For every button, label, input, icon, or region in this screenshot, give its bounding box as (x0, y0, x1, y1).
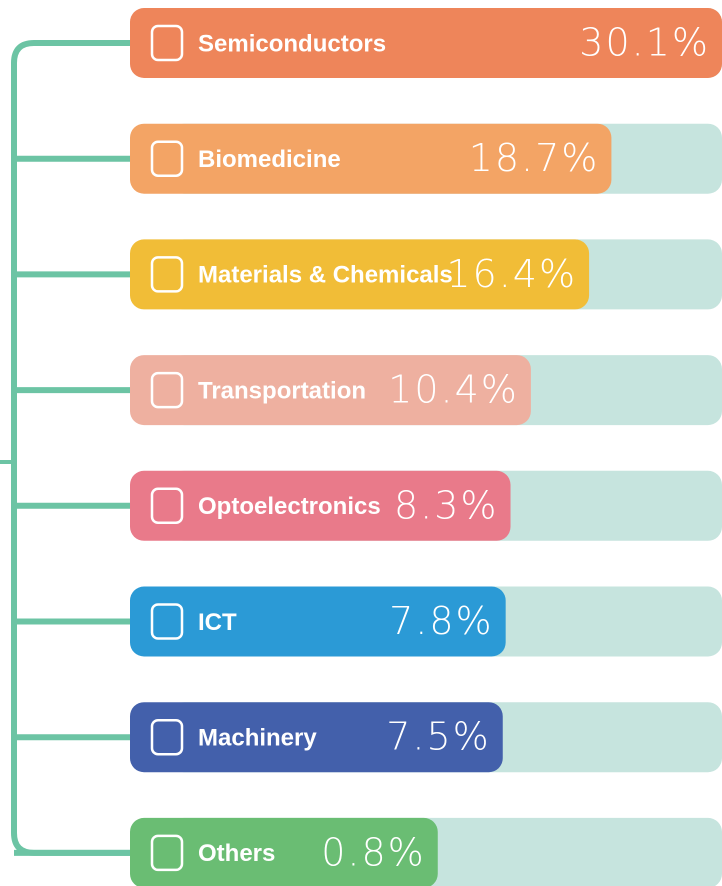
icon (150, 24, 184, 62)
icon (150, 718, 184, 756)
icon (150, 834, 184, 872)
value-label: 10.4% (388, 368, 519, 412)
category-label: Materials & Chemicals (198, 262, 453, 289)
value-label: 7.5% (386, 715, 491, 759)
category-label: Machinery (198, 725, 317, 752)
category-label: Biomedicine (198, 146, 341, 173)
bar (130, 355, 531, 426)
value-label: 8.3% (394, 483, 499, 527)
connector (11, 40, 130, 856)
value-label: 16.4% (446, 252, 577, 296)
value-label: 0.8% (321, 830, 426, 874)
bar (130, 8, 722, 78)
value-label: 7.8% (389, 599, 494, 643)
category-label: Transportation (198, 377, 366, 404)
icon (150, 487, 184, 525)
value-label: 30.1% (579, 21, 710, 65)
category-label: Others (198, 840, 275, 867)
bar (130, 470, 511, 541)
bar (130, 817, 438, 886)
bar (130, 123, 612, 194)
icon (150, 371, 184, 409)
bar (130, 239, 590, 310)
value-label: 18.7% (469, 136, 600, 180)
icon (150, 256, 184, 293)
bar (130, 586, 506, 657)
bar (130, 702, 503, 773)
category-label: ICT (198, 609, 237, 636)
icon (150, 140, 184, 177)
category-label: Semiconductors (198, 30, 386, 57)
icon (150, 603, 184, 640)
category-label: Optoelectronics (198, 493, 381, 520)
